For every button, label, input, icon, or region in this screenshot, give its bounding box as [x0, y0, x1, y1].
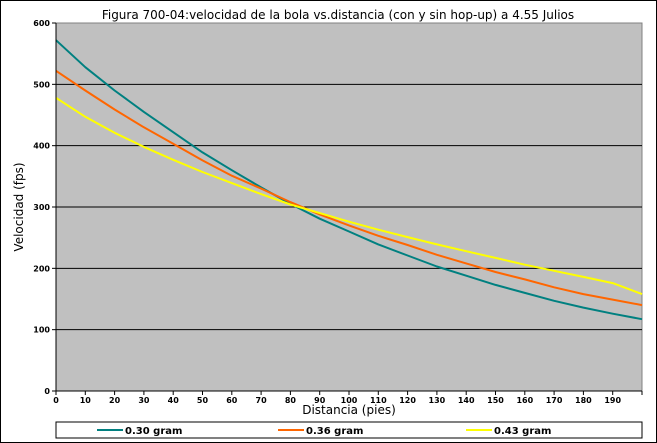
gridlines — [56, 83, 642, 331]
x-tick-label: 120 — [399, 396, 416, 405]
series-line-1 — [55, 39, 643, 321]
x-tick-label: 20 — [109, 396, 121, 405]
x-tick-label: 50 — [197, 396, 209, 405]
legend-box — [55, 421, 643, 439]
y-tick-label: 400 — [33, 142, 50, 151]
y-tick-labels: 0 100 200 300 400 500 600 — [33, 19, 50, 396]
x-tick-label: 30 — [138, 396, 150, 405]
legend: 0.30 gram 0.36 gram 0.43 gram — [97, 426, 551, 437]
x-tick-label: 90 — [314, 396, 326, 405]
x-tick-label: 40 — [168, 396, 180, 405]
series-line-2 — [55, 69, 643, 307]
x-tick-label: 160 — [516, 396, 533, 405]
x-tick-label: 10 — [80, 396, 92, 405]
x-tick-label: 70 — [256, 396, 268, 405]
y-tick-label: 300 — [33, 203, 50, 212]
x-tick-label: 110 — [370, 396, 387, 405]
x-tick-label: 140 — [458, 396, 475, 405]
axes — [52, 22, 643, 395]
x-tick-label: 100 — [341, 396, 358, 405]
y-tick-label: 500 — [33, 80, 50, 89]
chart-title: Figura 700-04:velocidad de la bola vs.di… — [102, 8, 574, 22]
legend-label-1: 0.30 gram — [125, 426, 182, 437]
x-tick-label: 150 — [487, 396, 504, 405]
series-line-3 — [55, 96, 643, 296]
series-lines — [55, 39, 643, 321]
x-tick-labels: 0 10 20 30 40 50 60 70 80 90 100 110 120 130 140 150 160… — [53, 396, 621, 405]
x-axis-label: Distancia (pies) — [302, 403, 396, 417]
y-tick-label: 100 — [33, 326, 50, 335]
y-tick-label: 600 — [33, 19, 50, 28]
x-tick-label: 170 — [546, 396, 563, 405]
y-tick-label: 0 — [44, 387, 50, 396]
x-tick-label: 180 — [575, 396, 592, 405]
y-axis-label: Velocidad (fps) — [12, 162, 26, 251]
x-tick-label: 60 — [226, 396, 238, 405]
legend-label-3: 0.43 gram — [494, 426, 551, 437]
legend-label-2: 0.36 gram — [306, 426, 363, 437]
x-tick-label: 80 — [285, 396, 297, 405]
x-tick-label: 190 — [604, 396, 621, 405]
y-tick-label: 200 — [33, 264, 50, 273]
x-tick-label: 0 — [53, 396, 59, 405]
x-tick-label: 130 — [429, 396, 446, 405]
